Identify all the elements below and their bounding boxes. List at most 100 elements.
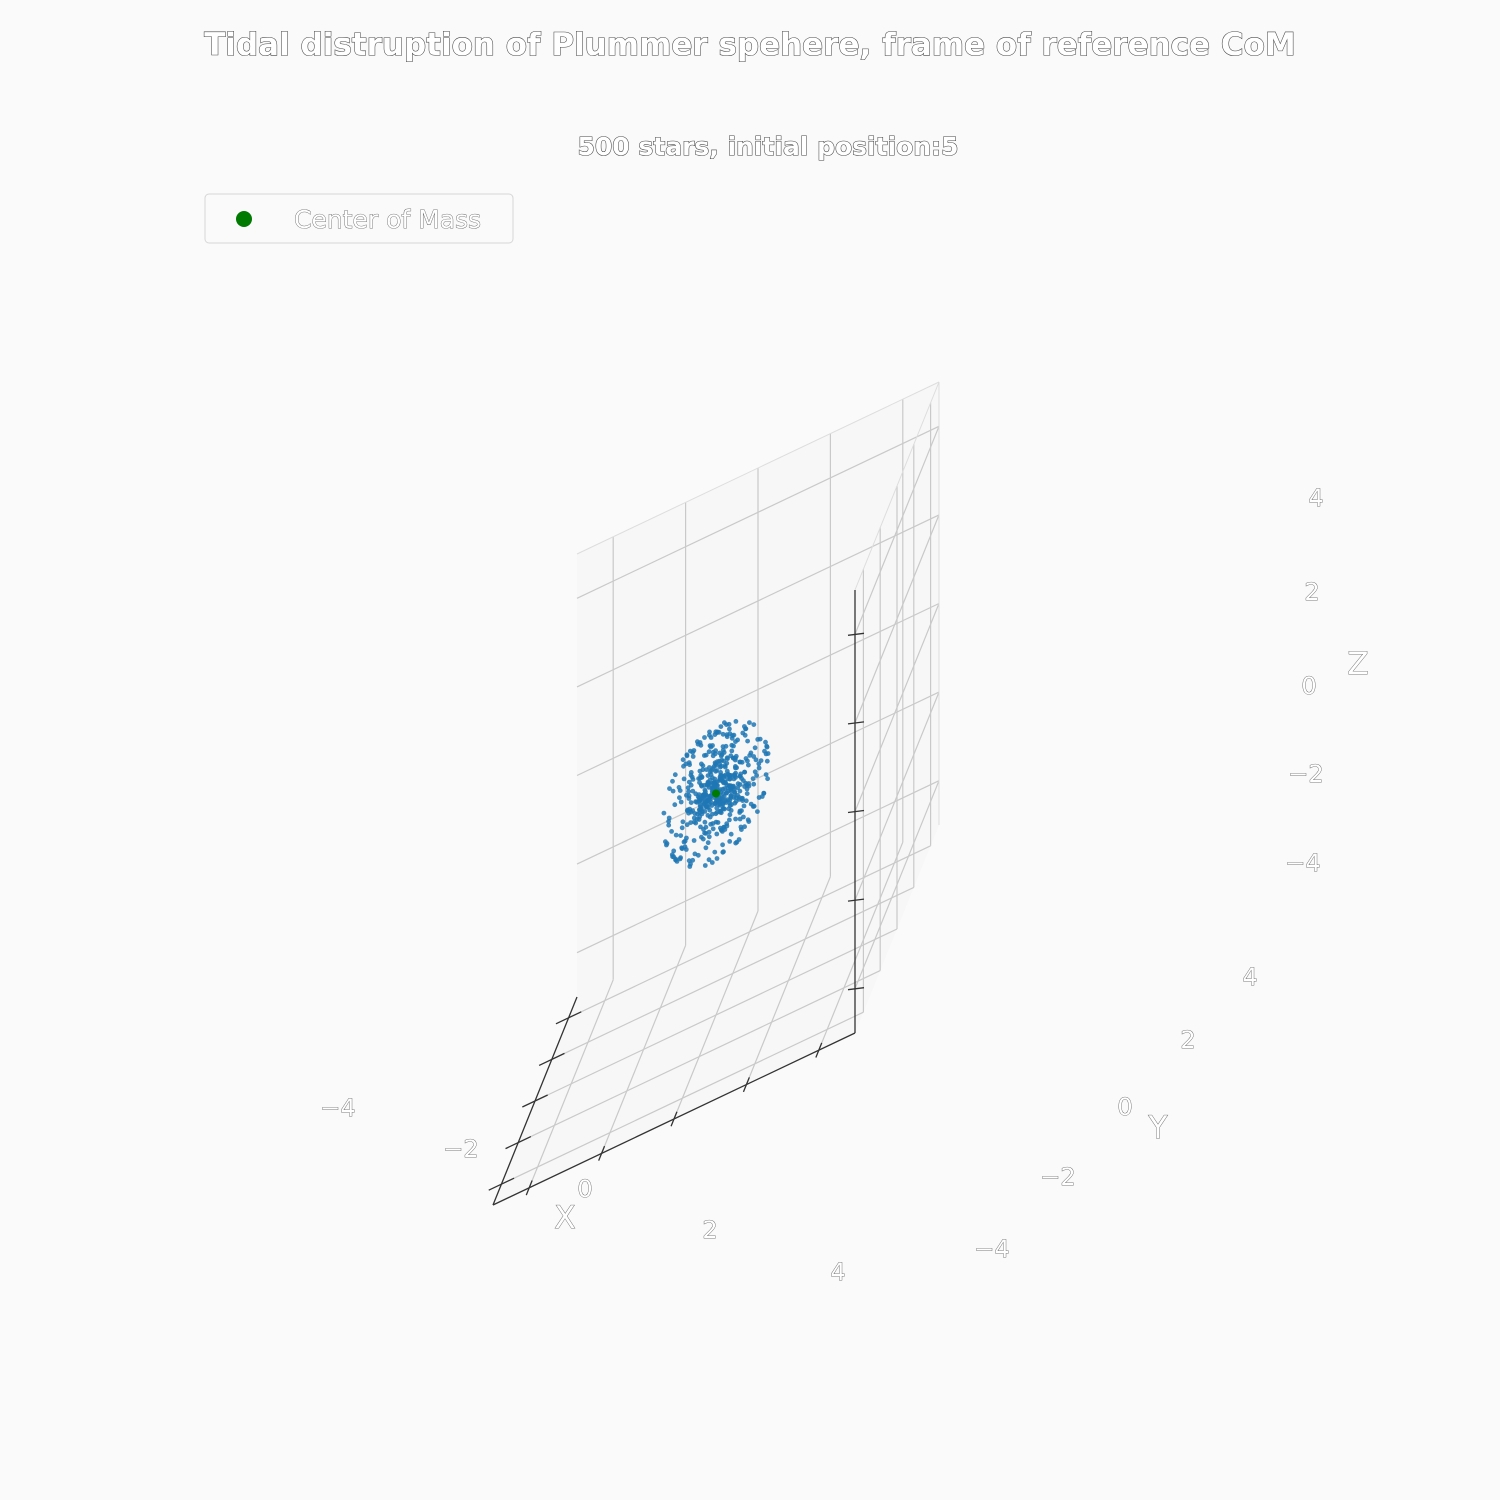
chart-title: Tidal distruption of Plummer spehere, fr… <box>204 27 1296 63</box>
star-point <box>687 748 693 754</box>
x-tick-mark <box>505 1135 532 1150</box>
star-point <box>678 855 683 861</box>
chart-subtitle: 500 stars, initial position:5 <box>577 132 958 161</box>
star-point <box>733 775 738 780</box>
y-tick-mark <box>598 1145 606 1161</box>
star-point <box>680 819 686 825</box>
star-point <box>727 817 732 823</box>
y-tick-label: 0 <box>1117 1093 1132 1121</box>
x-tick-mark <box>555 1011 582 1025</box>
z-tick-label: 2 <box>1304 578 1319 606</box>
star-point <box>740 795 745 801</box>
star-point <box>718 773 723 778</box>
star-point <box>734 765 739 771</box>
star-point <box>714 809 720 815</box>
z-tick-mark <box>847 898 865 902</box>
star-point <box>683 761 689 767</box>
star-point <box>703 831 709 836</box>
star-point <box>765 751 771 756</box>
star-point <box>717 795 723 801</box>
star-point <box>738 771 744 777</box>
star-point <box>746 762 751 768</box>
pane-edge <box>854 381 940 591</box>
star-point <box>722 806 727 812</box>
star-point <box>754 773 759 778</box>
star-point <box>712 776 718 782</box>
star-point <box>703 798 708 804</box>
star-point <box>720 731 726 737</box>
star-point <box>690 754 696 759</box>
star-point <box>686 810 691 816</box>
star-point <box>718 810 724 816</box>
star-point <box>705 840 711 846</box>
star-point <box>724 823 730 829</box>
star-point <box>710 826 716 832</box>
star-point <box>682 838 688 844</box>
star-point <box>705 773 711 778</box>
y-tick-labels: −4 −2 0 2 4 <box>974 963 1258 1264</box>
star-point <box>709 860 715 865</box>
x-tick-mark <box>488 1177 515 1191</box>
x-tick-label: −4 <box>320 1094 355 1122</box>
star-point <box>702 863 708 868</box>
star-point <box>722 827 728 832</box>
star-point <box>743 798 749 804</box>
star-point <box>717 758 722 764</box>
z-tick-mark <box>847 632 865 636</box>
star-point <box>673 832 679 838</box>
legend: Center of Mass <box>204 193 514 244</box>
legend-marker-center-of-mass <box>236 211 252 227</box>
center-of-mass-point <box>712 789 720 798</box>
star-point <box>741 803 747 809</box>
star-point <box>706 785 712 790</box>
star-point <box>763 772 769 777</box>
star-point <box>751 754 757 759</box>
star-point <box>684 792 689 798</box>
star-point <box>763 739 768 745</box>
star-point <box>724 760 730 766</box>
center-of-mass-points <box>712 789 720 798</box>
x-tick-label: 2 <box>702 1216 717 1244</box>
y-tick-mark <box>670 1111 678 1127</box>
star-point <box>697 768 703 774</box>
star-point <box>755 737 761 742</box>
star-point <box>666 822 672 828</box>
star-point <box>697 810 703 815</box>
star-point <box>755 809 760 814</box>
star-point <box>671 854 677 860</box>
star-point <box>728 753 734 759</box>
star-point <box>720 744 726 749</box>
star-point <box>733 719 739 724</box>
star-point <box>702 735 707 740</box>
star-point <box>707 777 713 783</box>
star-point <box>686 858 692 864</box>
z-tick-mark <box>847 809 865 814</box>
star-point <box>691 838 697 843</box>
star-point <box>733 798 739 804</box>
y-tick-label: −4 <box>974 1235 1009 1263</box>
star-point <box>756 795 762 800</box>
star-point <box>746 781 751 786</box>
grid-line <box>673 910 759 1120</box>
star-point <box>692 851 698 857</box>
star-point <box>752 769 758 775</box>
star-point <box>664 841 670 846</box>
star-point <box>672 802 678 808</box>
y-tick-label: 4 <box>1242 963 1257 991</box>
star-point <box>731 743 736 749</box>
star-point <box>724 722 729 727</box>
y-axis-label: Y <box>1148 1110 1168 1146</box>
star-point <box>677 795 682 801</box>
star-point <box>756 765 762 771</box>
grid-line <box>576 425 940 599</box>
x-tick-mark <box>522 1094 548 1108</box>
x-tick-labels: −4 −2 0 2 4 <box>320 1094 846 1287</box>
star-point <box>690 788 696 794</box>
star-point <box>728 831 734 837</box>
star-point <box>684 753 690 759</box>
star-point <box>685 785 691 791</box>
star-point <box>696 817 702 822</box>
star-point <box>703 845 709 851</box>
star-point <box>684 822 690 828</box>
grid-line <box>854 603 940 812</box>
